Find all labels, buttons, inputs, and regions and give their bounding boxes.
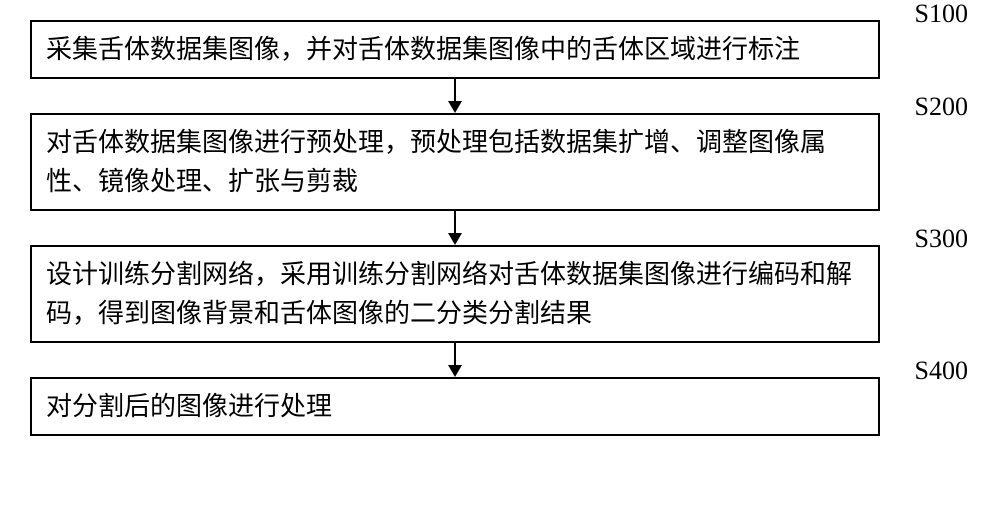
- step-text: 设计训练分割网络，采用训练分割网络对舌体数据集图像进行编码和解码，得到图像背景和…: [46, 260, 852, 328]
- flowchart-container: S100 采集舌体数据集图像，并对舌体数据集图像中的舌体区域进行标注 S200 …: [30, 20, 970, 436]
- arrow-wrap: [30, 79, 880, 113]
- step-label: S100: [915, 0, 968, 33]
- arrow-wrap: [30, 211, 880, 245]
- step-label: S400: [915, 351, 968, 390]
- step-label: S300: [915, 219, 968, 258]
- step-text: 对分割后的图像进行处理: [46, 392, 332, 421]
- step-text: 采集舌体数据集图像，并对舌体数据集图像中的舌体区域进行标注: [46, 35, 800, 64]
- flowchart-step: S300 设计训练分割网络，采用训练分割网络对舌体数据集图像进行编码和解码，得到…: [30, 245, 880, 343]
- arrow-down-icon: [445, 343, 465, 377]
- arrow-down-icon: [445, 211, 465, 245]
- flowchart-step: S100 采集舌体数据集图像，并对舌体数据集图像中的舌体区域进行标注: [30, 20, 880, 79]
- flowchart-step: S400 对分割后的图像进行处理: [30, 377, 880, 436]
- step-label: S200: [915, 87, 968, 126]
- step-text: 对舌体数据集图像进行预处理，预处理包括数据集扩增、调整图像属性、镜像处理、扩张与…: [46, 128, 826, 196]
- flowchart-step: S200 对舌体数据集图像进行预处理，预处理包括数据集扩增、调整图像属性、镜像处…: [30, 113, 880, 211]
- arrow-wrap: [30, 343, 880, 377]
- arrow-down-icon: [445, 79, 465, 113]
